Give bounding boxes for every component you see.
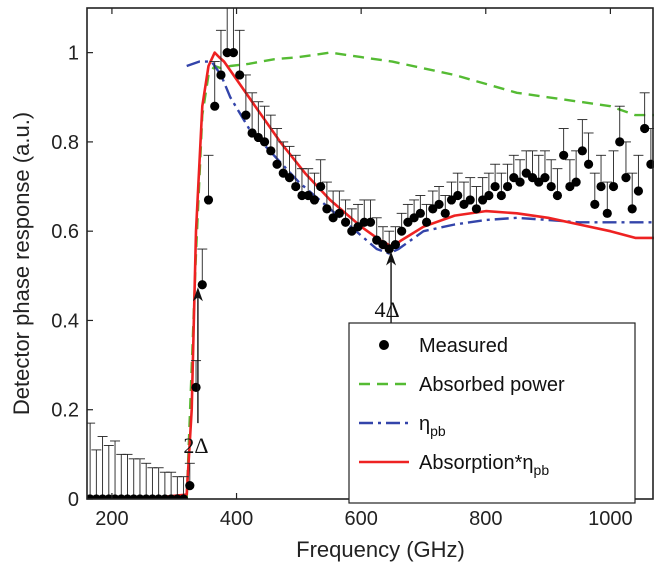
measured-point [465,195,475,205]
series-line-absorbed [185,51,654,499]
measured-point [471,204,482,214]
measured-point [284,173,295,183]
measured-point [322,204,332,214]
y-tick-label: 0.4 [51,310,79,332]
measured-point [178,494,189,499]
measured-point [390,239,401,250]
annotation-layer: 2Δ 4Δ [183,251,400,458]
measured-point [496,190,506,201]
measured-point [440,208,450,218]
measured-point [633,186,644,196]
measured-point [197,280,207,290]
measured-point [266,146,276,156]
x-tick-label: 400 [220,508,253,530]
measured-point [615,137,625,147]
measured-point [583,159,594,169]
legend-label: Measured [419,335,508,357]
series-layer [87,8,654,499]
measured-point [434,199,444,209]
legend-marker [379,340,389,350]
measured-point [571,177,581,187]
measured-point [627,204,637,214]
series-line-eta [186,60,654,255]
measured-point [540,173,550,183]
legend-item-absorbed: Absorbed power [359,374,565,396]
measured-point [559,150,569,160]
annotation-label: 4Δ [374,297,399,322]
annotation-arrowhead [192,287,203,302]
measured-point [185,481,195,491]
measured-point [210,101,220,111]
measured-point [272,159,282,169]
legend-item-measured: Measured [379,335,508,357]
measured-point [334,208,344,218]
measured-point [216,70,226,80]
legend-item-product: Absorption*ηpb [359,452,549,478]
measured-point [608,181,619,192]
measured-point [365,217,376,227]
measured-point [241,110,251,120]
measured-point [490,181,500,192]
y-tick-label: 1 [68,43,79,65]
x-tick-label: 200 [95,508,128,530]
x-tick-label: 800 [469,508,502,530]
y-tick-label: 0 [68,489,79,511]
measured-point [640,123,650,134]
ticks-layer: 200 400 600 800 1000 0 0.2 0.4 0.6 0.8 1 [51,8,633,530]
measured-point [596,181,606,192]
x-tick-label: 600 [344,508,377,530]
measured-point [259,137,270,147]
x-axis-label: Frequency (GHz) [296,537,465,562]
series-measured [87,8,654,499]
y-axis-label: Detector phase response (a.u.) [9,112,34,415]
measured-point [340,217,351,227]
measured-point [590,199,600,209]
measured-point [291,181,301,192]
measured-point [421,217,432,227]
legend-label: Absorption*ηpb [419,452,549,478]
measured-point [203,195,214,205]
measured-point [235,70,245,80]
measured-point [228,48,239,58]
annotation-arrowhead [386,251,397,266]
measured-point [502,181,513,192]
measured-point [577,146,587,156]
legend-label: Absorbed power [419,374,565,396]
measured-point [484,190,494,201]
measured-point [552,190,563,201]
legend-box [348,322,636,504]
measured-point [646,159,654,169]
y-tick-label: 0.2 [51,400,79,422]
y-tick-label: 0.6 [51,221,79,243]
measured-point [515,177,525,187]
x-tick-label: 1000 [588,508,633,530]
measured-point [309,195,320,205]
y-tick-label: 0.8 [51,132,79,154]
measured-point [415,208,425,218]
measured-point [191,382,201,393]
measured-point [397,226,407,236]
measured-point [316,181,326,192]
annotation-label: 2Δ [183,433,208,458]
measured-point [546,181,556,192]
measured-point [621,173,631,183]
measured-point [602,208,612,218]
measured-point [453,190,463,201]
